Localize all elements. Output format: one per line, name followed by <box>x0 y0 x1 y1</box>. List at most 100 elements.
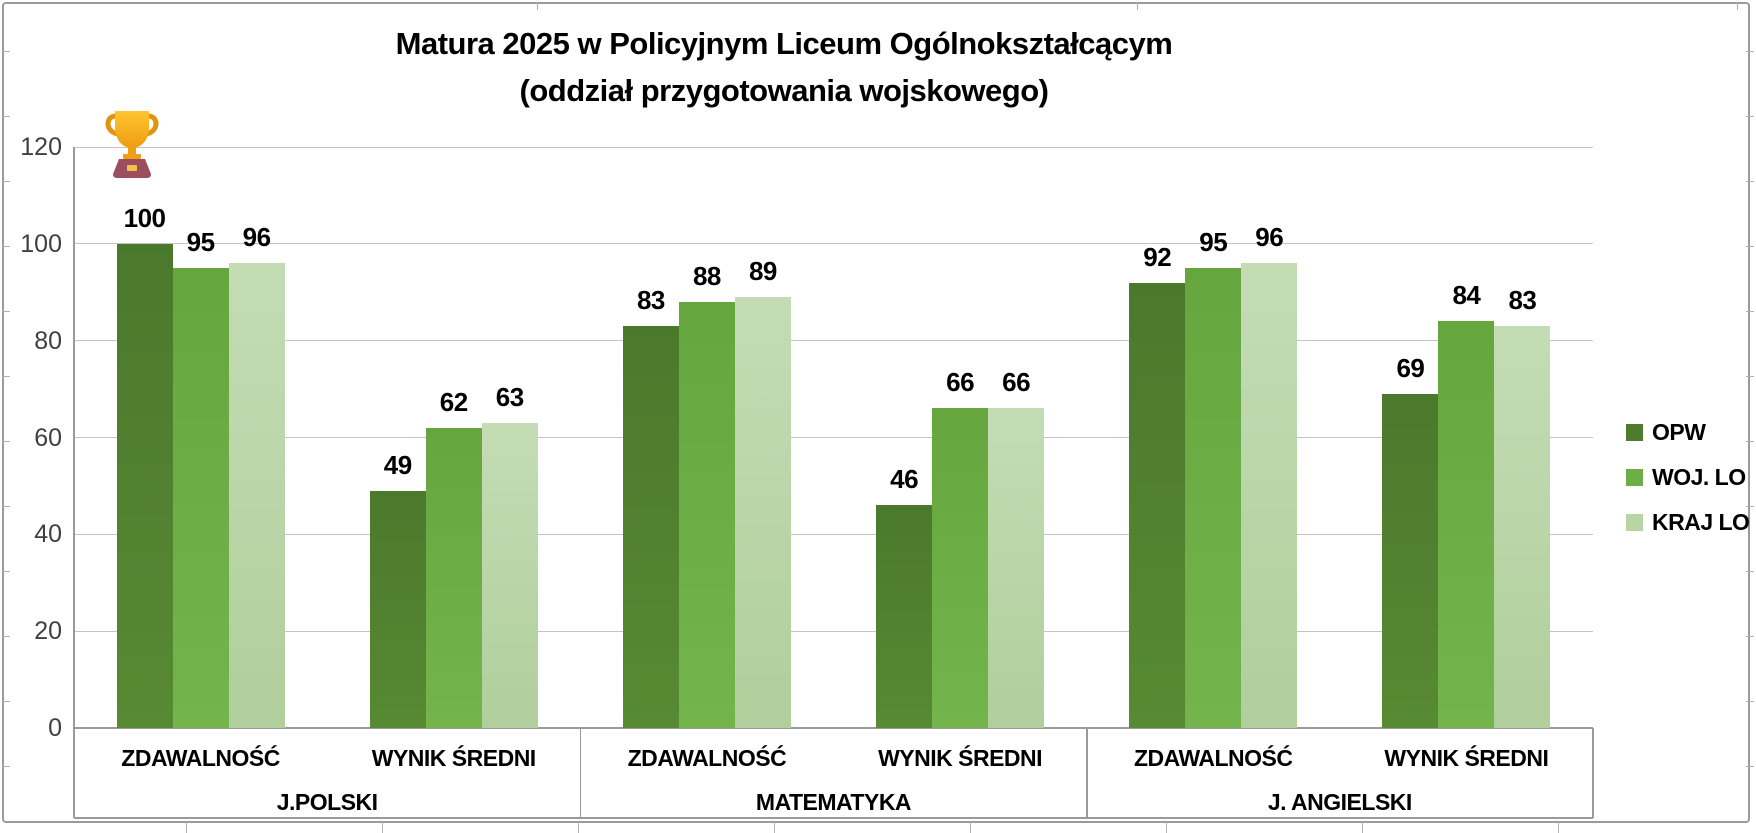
worksheet-column-tick <box>186 822 187 833</box>
worksheet-row-tick <box>2 376 10 377</box>
worksheet-row-tick <box>1746 571 1754 572</box>
x-axis-line <box>74 727 1593 729</box>
category-label: WYNIK ŚREDNI <box>878 745 1043 771</box>
chart-title-line2: (oddział przygotowania wojskowego) <box>519 73 1049 108</box>
category-label: ZDAWALNOŚĆ <box>627 745 787 771</box>
bar-value-label: 95 <box>1199 227 1228 258</box>
bar-value-label: 63 <box>495 381 524 412</box>
bar-value-label: 62 <box>439 386 468 417</box>
legend-item-kraj-lo: KRAJ LO <box>1626 508 1750 535</box>
bar-opw <box>876 505 933 728</box>
bar-value-label: 100 <box>123 202 166 233</box>
bar-value-label: 84 <box>1452 280 1481 311</box>
worksheet-column-tick <box>1166 822 1167 833</box>
category-label: WYNIK ŚREDNI <box>371 745 536 771</box>
worksheet-row-tick <box>2 701 10 702</box>
worksheet-column-tick <box>774 822 775 833</box>
legend-swatch <box>1626 468 1643 486</box>
bar-woj-lo <box>425 427 482 728</box>
worksheet-row-tick <box>2 636 10 637</box>
worksheet-column-tick <box>1558 822 1559 833</box>
category-label: ZDAWALNOŚĆ <box>1133 745 1293 771</box>
chart-title-line1: Matura 2025 w Policyjnym Liceum Ogólnoks… <box>395 26 1173 61</box>
worksheet-row-tick <box>2 506 10 507</box>
worksheet-row-tick <box>2 116 10 117</box>
bar-value-label: 83 <box>1508 285 1537 316</box>
bar-value-label: 89 <box>748 256 777 287</box>
legend-item-label: WOJ. LO <box>1652 463 1746 490</box>
gridline-100 <box>74 243 1593 245</box>
gridline-20 <box>74 630 1593 632</box>
legend-item-label: KRAJ LO <box>1652 508 1750 535</box>
bar-woj-lo <box>678 301 735 728</box>
worksheet-row-tick <box>1746 376 1754 377</box>
worksheet-column-tick <box>578 822 579 833</box>
gridline-60 <box>74 437 1593 438</box>
bar-woj-lo <box>932 408 989 728</box>
bar-value-label: 96 <box>1255 222 1284 253</box>
trophy-icon <box>105 111 159 178</box>
bar-opw <box>622 326 679 728</box>
worksheet-row-tick <box>1746 766 1754 767</box>
y-axis-tick-label: 120 <box>20 133 62 161</box>
group-separator <box>579 728 582 818</box>
legend-item-label: OPW <box>1652 418 1706 445</box>
category-label: ZDAWALNOŚĆ <box>121 745 280 771</box>
y-axis-tick-label: 100 <box>20 229 62 258</box>
bar-kraj-lo <box>1494 326 1551 728</box>
bar-kraj-lo <box>481 422 538 728</box>
group-label: MATEMATYKA <box>755 789 912 815</box>
bar-value-label: 96 <box>242 222 271 253</box>
category-label: WYNIK ŚREDNI <box>1384 745 1549 771</box>
bar-value-label: 95 <box>186 227 215 258</box>
worksheet-column-tick <box>537 2 538 10</box>
legend-item-opw: OPW <box>1626 418 1706 445</box>
bar-woj-lo <box>1438 321 1495 728</box>
worksheet-row-tick <box>2 571 10 572</box>
bar-value-label: 92 <box>1143 241 1172 272</box>
gridline-40 <box>74 533 1593 535</box>
worksheet-column-tick <box>1737 2 1738 10</box>
category-table-right-border <box>1592 728 1594 818</box>
bar-value-label: 69 <box>1396 352 1425 383</box>
worksheet-column-tick <box>1362 822 1363 833</box>
bar-opw <box>1382 393 1439 728</box>
bar-woj-lo <box>1185 268 1242 728</box>
legend-item-woj-lo: WOJ. LO <box>1626 463 1746 490</box>
worksheet-row-tick <box>1746 51 1754 52</box>
worksheet-row-tick <box>1746 441 1754 442</box>
worksheet-row-tick <box>2 51 10 52</box>
worksheet-row-tick <box>1746 116 1754 117</box>
chart-title: Matura 2025 w Policyjnym Liceum Ogólnoks… <box>0 20 1568 114</box>
worksheet-row-tick <box>2 441 10 442</box>
bar-value-label: 66 <box>1002 367 1031 398</box>
y-axis-tick-label: 80 <box>34 326 62 355</box>
bar-kraj-lo <box>228 263 285 728</box>
y-axis-tick-label: 0 <box>48 714 62 742</box>
y-axis-line <box>73 147 75 818</box>
worksheet-column-tick <box>1137 2 1138 10</box>
group-label: J. ANGIELSKI <box>1267 789 1412 815</box>
bar-value-label: 66 <box>946 367 975 398</box>
worksheet-row-tick <box>2 181 10 182</box>
worksheet-row-tick <box>2 246 10 247</box>
bar-kraj-lo <box>1241 263 1298 728</box>
legend-swatch <box>1626 423 1643 441</box>
worksheet-column-tick <box>970 822 971 833</box>
worksheet-row-tick <box>1746 311 1754 312</box>
bar-opw <box>1129 282 1186 728</box>
group-separator <box>1086 728 1088 818</box>
bar-kraj-lo <box>734 297 791 728</box>
gridline-120 <box>74 146 1593 148</box>
gridline-80 <box>74 340 1593 342</box>
y-axis-tick-label: 60 <box>34 423 62 452</box>
worksheet-row-tick <box>1746 181 1754 182</box>
bar-opw <box>369 490 426 728</box>
bar-woj-lo <box>172 268 229 728</box>
bar-value-label: 88 <box>692 260 721 291</box>
